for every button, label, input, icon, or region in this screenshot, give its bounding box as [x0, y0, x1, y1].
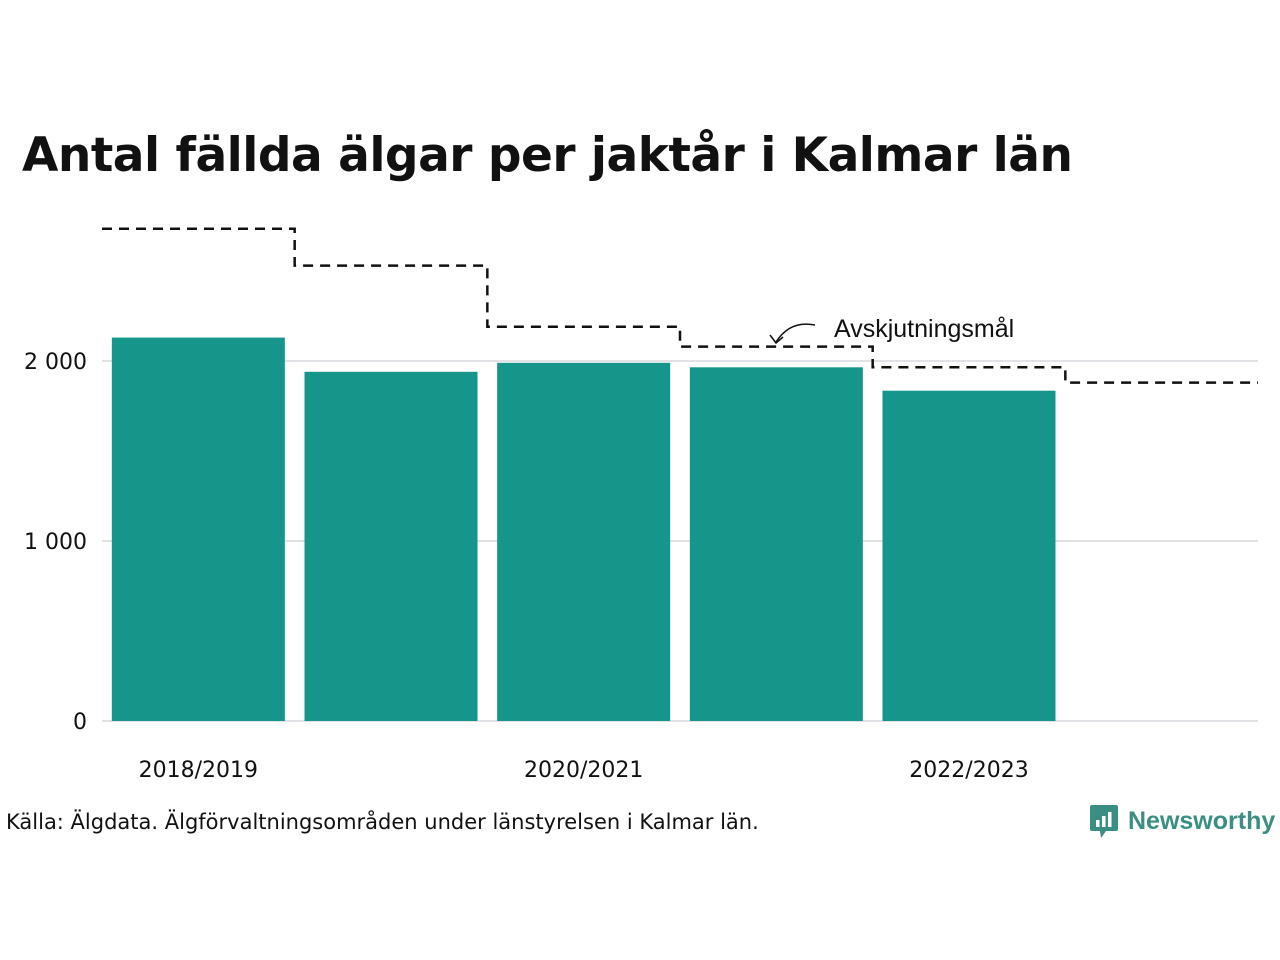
target-label: Avskjutningsmål — [834, 315, 1014, 343]
bar-2021-2022 — [689, 367, 863, 721]
y-tick-label: 0 — [73, 710, 87, 735]
y-tick-label: 1 000 — [24, 530, 87, 555]
bar-2022-2023 — [882, 390, 1056, 721]
bar-2020-2021 — [497, 362, 671, 721]
newsworthy-logo-icon — [1090, 805, 1118, 838]
bar-2019-2020 — [304, 371, 478, 721]
x-axis-ticks: 2018/2019 2020/2021 2022/2023 — [139, 758, 1029, 783]
bars — [111, 337, 1056, 721]
chart-title: Antal fällda älgar per jaktår i Kalmar l… — [22, 128, 1073, 183]
source-note: Källa: Älgdata. Älgförvaltningsområden u… — [6, 810, 759, 834]
bar-2018-2019 — [111, 337, 285, 721]
gridlines — [102, 360, 1258, 722]
target-line — [102, 227, 1258, 384]
brand-logo: Newsworthy — [1088, 803, 1275, 839]
annotation: Avskjutningsmål — [769, 315, 1014, 345]
annotation-arrow — [775, 323, 816, 343]
x-tick-label: 2018/2019 — [139, 758, 258, 783]
x-tick-label: 2022/2023 — [909, 758, 1028, 783]
brand-name: Newsworthy — [1128, 806, 1276, 835]
y-tick-label: 2 000 — [24, 350, 87, 375]
annotation-arrowhead — [769, 334, 784, 345]
target-step-line — [102, 227, 1258, 384]
x-tick-label: 2020/2021 — [524, 758, 643, 783]
y-axis-ticks: 0 1 000 2 000 — [24, 350, 87, 735]
